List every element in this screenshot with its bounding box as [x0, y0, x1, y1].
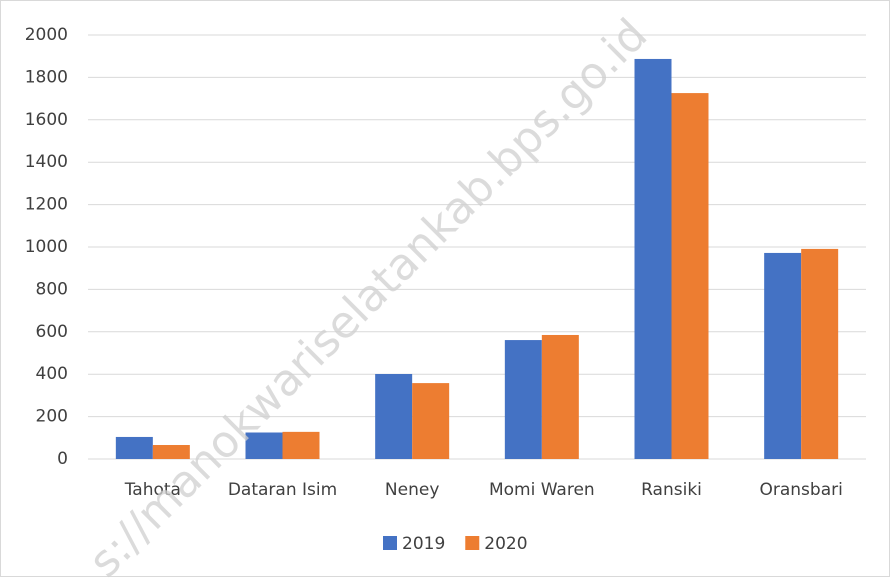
x-tick-label: Tahota	[124, 480, 181, 500]
bar	[801, 248, 839, 459]
x-tick-label: Momi Waren	[489, 480, 595, 500]
y-tick-label: 1000	[25, 237, 68, 257]
x-tick-label: Ransiki	[641, 480, 702, 500]
bar	[412, 383, 450, 459]
y-tick-label: 0	[57, 449, 68, 469]
bar	[764, 252, 802, 459]
y-tick-label: 1200	[25, 195, 68, 215]
legend-label: 2019	[402, 534, 445, 554]
x-tick-label: Neney	[385, 480, 439, 500]
bar	[671, 93, 709, 459]
bar	[245, 432, 283, 459]
y-tick-label: 2000	[25, 25, 68, 45]
bar	[282, 431, 320, 459]
y-tick-label: 400	[36, 364, 68, 384]
y-tick-label: 1800	[25, 67, 68, 87]
legend-label: 2020	[484, 534, 527, 554]
bar	[504, 340, 542, 459]
plot-area: 0 200 400 600 800 1000 1200 1400 1600 1800 2000 Tah…	[25, 25, 866, 554]
y-tick-label: 600	[36, 322, 68, 342]
legend-swatch	[383, 536, 397, 550]
bar	[541, 334, 579, 459]
y-tick-label: 1400	[25, 152, 68, 172]
bar	[634, 58, 672, 460]
bar	[115, 436, 153, 459]
bar	[152, 445, 190, 459]
legend-swatch	[465, 536, 480, 550]
y-tick-label: 1600	[25, 110, 68, 130]
y-tick-label: 200	[36, 407, 68, 427]
x-tick-label: Dataran Isim	[228, 480, 337, 500]
bar	[375, 373, 413, 459]
x-tick-label: Oransbari	[759, 480, 842, 500]
y-tick-label: 800	[36, 279, 68, 299]
